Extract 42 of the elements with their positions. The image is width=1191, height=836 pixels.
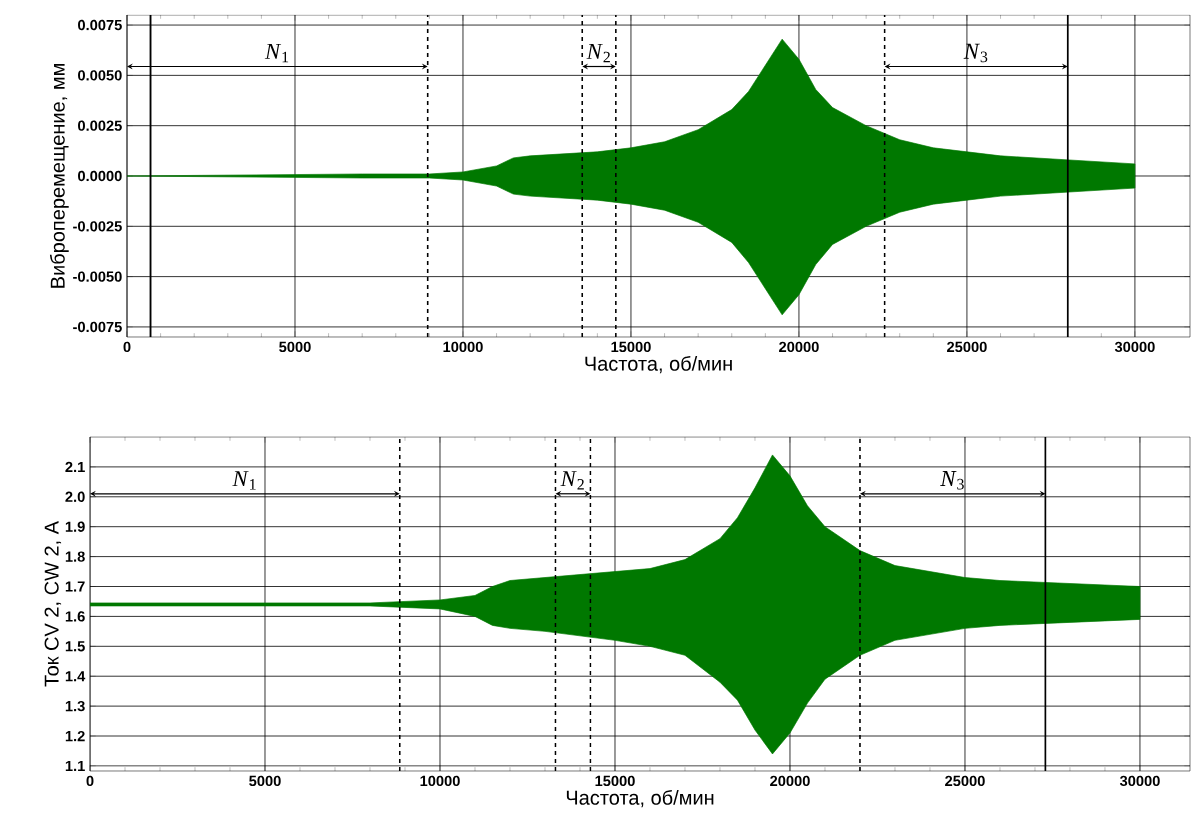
x-axis-title: Частота, об/мин	[585, 355, 732, 374]
x-tick-label: 15000	[611, 341, 651, 353]
x-tick-label: 0	[86, 775, 94, 787]
x-tick-label: 5000	[249, 775, 281, 787]
x-tick-label: 25000	[947, 341, 987, 353]
y-axis-title: Виброперемещение, мм	[49, 64, 69, 288]
x-tick-label: 30000	[1119, 775, 1160, 787]
y-tick-label: 1.6	[65, 611, 85, 622]
annotation: N$_{2}$	[586, 43, 610, 63]
y-tick-label: 1.4	[65, 671, 86, 682]
x-axis-title: Частота, об/мин	[566, 789, 714, 808]
y-tick-label: -0.0025	[73, 221, 122, 232]
x-tick-label: 10000	[420, 775, 460, 787]
y-tick-label: 1.7	[65, 581, 85, 592]
y-tick-label: 0.0025	[78, 120, 122, 131]
y-tick-label: 1.9	[65, 521, 85, 532]
annotation: N$_{1}$	[264, 43, 289, 63]
y-tick-label: 1.5	[65, 641, 85, 652]
y-axis-title: Ток CV 2, CW 2, A	[44, 520, 62, 687]
y-tick-label: 1.8	[65, 551, 85, 562]
annotation: N$_{1}$	[232, 471, 256, 490]
x-tick-label: 30000	[1114, 341, 1155, 353]
x-tick-label: 5000	[279, 341, 311, 353]
y-tick-label: -0.0050	[73, 271, 122, 282]
y-tick-label: 0.0075	[78, 19, 122, 31]
y-tick-label: 0.0000	[78, 170, 122, 182]
annotation: N$_{3}$	[940, 471, 964, 490]
y-tick-label: 1.1	[65, 760, 85, 771]
y-tick-label: 0.0050	[78, 70, 122, 81]
y-tick-label: -0.0075	[73, 321, 122, 333]
x-tick-label: 25000	[945, 775, 985, 787]
y-tick-label: 2.0	[65, 491, 85, 502]
x-tick-label: 10000	[443, 341, 483, 353]
y-tick-label: 1.2	[65, 730, 85, 742]
annotation: N$_{3}$	[963, 43, 988, 63]
x-tick-label: 20000	[779, 341, 819, 353]
x-tick-label: 15000	[595, 775, 635, 787]
annotation: N$_{2}$	[560, 471, 584, 490]
x-tick-label: 0	[123, 341, 131, 353]
x-tick-label: 20000	[770, 775, 810, 787]
y-tick-label: 1.3	[65, 700, 85, 712]
y-tick-label: 2.1	[65, 461, 85, 473]
